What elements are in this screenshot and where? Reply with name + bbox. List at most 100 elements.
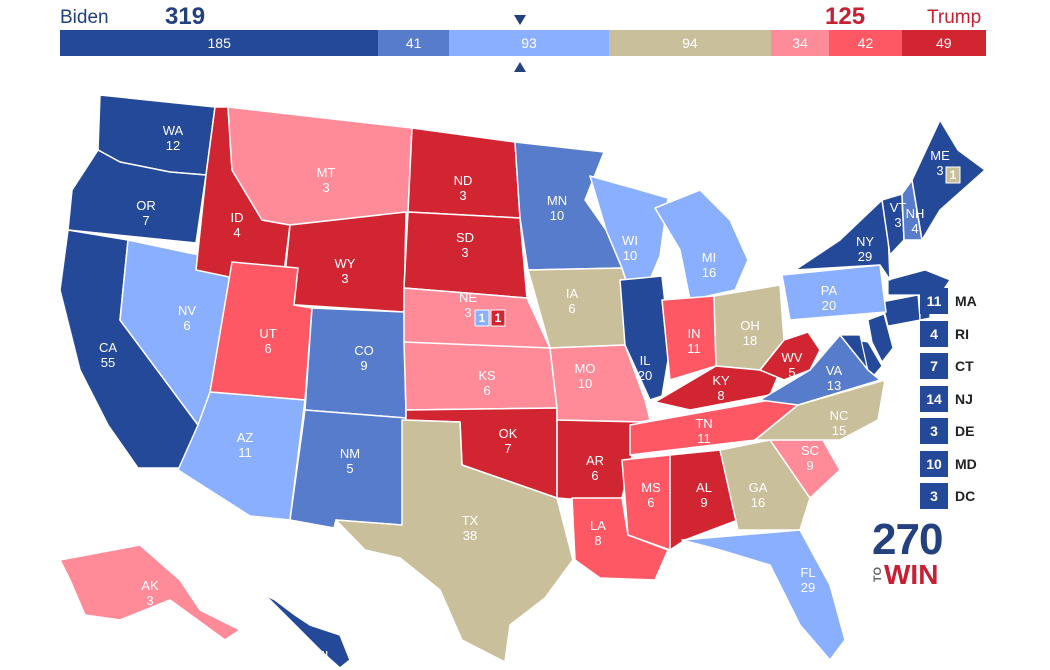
small-state-abbr: MD <box>955 455 977 472</box>
state-ev-ia: 6 <box>568 301 575 316</box>
state-il[interactable] <box>619 275 671 401</box>
state-ev-ut: 6 <box>264 341 271 356</box>
small-state-de[interactable]: 3 DE <box>920 418 977 444</box>
district-box-ne-2[interactable] <box>490 309 506 327</box>
district-box-me-1[interactable] <box>945 166 961 184</box>
state-label-nh: NH <box>906 206 925 221</box>
state-ev-al: 9 <box>700 495 707 510</box>
state-ev-ga: 16 <box>751 495 765 510</box>
trump-total: 125 <box>825 3 866 30</box>
state-label-ut: UT <box>259 326 276 341</box>
state-label-ky: KY <box>712 373 730 388</box>
state-ev-wa: 12 <box>166 138 180 153</box>
state-ev-ms: 6 <box>647 495 654 510</box>
state-label-tn: TN <box>695 416 712 431</box>
state-ga[interactable] <box>719 439 811 531</box>
270-marker-bottom-icon <box>514 62 526 72</box>
state-label-mn: MN <box>547 193 567 208</box>
small-state-ev: 7 <box>920 353 948 379</box>
state-label-nm: NM <box>340 446 360 461</box>
small-state-ct[interactable]: 7 CT <box>920 353 977 379</box>
state-label-fl: FL <box>800 565 815 580</box>
state-ev-wv: 5 <box>788 365 795 380</box>
biden-name: Biden <box>60 7 109 28</box>
state-label-ga: GA <box>749 480 768 495</box>
small-state-dc[interactable]: 3 DC <box>920 483 977 509</box>
state-or[interactable] <box>67 149 207 244</box>
state-label-ks: KS <box>478 368 496 383</box>
tally-segment-safe-d: 185 <box>60 30 379 56</box>
state-mi[interactable] <box>654 189 749 301</box>
state-ev-nd: 3 <box>459 188 466 203</box>
northeast-state-shape[interactable] <box>867 313 894 364</box>
state-ev-mt: 3 <box>322 180 329 195</box>
small-state-ev: 10 <box>920 450 948 477</box>
state-ev-co: 9 <box>360 358 367 373</box>
270-marker-top-icon <box>514 15 526 25</box>
state-ev-ny: 29 <box>858 249 872 264</box>
state-ak[interactable] <box>59 544 241 641</box>
state-ev-ky: 8 <box>717 388 724 403</box>
state-la[interactable] <box>571 497 669 581</box>
state-label-hi: HI <box>316 648 329 663</box>
state-ev-oh: 18 <box>743 333 757 348</box>
state-ev-la: 8 <box>594 533 601 548</box>
logo-win: WIN <box>884 559 939 590</box>
state-label-ar: AR <box>586 453 604 468</box>
state-label-wy: WY <box>335 256 356 271</box>
state-ev-va: 13 <box>827 378 841 393</box>
northeast-state-shape[interactable] <box>881 294 921 327</box>
state-ev-sd: 3 <box>461 245 468 260</box>
small-state-abbr: DE <box>955 423 975 439</box>
state-ev-il: 20 <box>638 368 652 383</box>
state-label-ne: NE <box>459 290 477 305</box>
small-state-md[interactable]: 10 MD <box>920 450 977 477</box>
small-state-abbr: CT <box>955 358 974 374</box>
small-state-ev: 14 <box>920 385 948 412</box>
state-label-wv: WV <box>782 350 803 365</box>
state-label-az: AZ <box>237 430 254 445</box>
trump-name: Trump <box>927 7 982 28</box>
state-label-or: OR <box>136 198 156 213</box>
small-state-ma[interactable]: 11 MA <box>920 288 977 314</box>
logo-number: 270 <box>872 515 943 564</box>
state-label-ak: AK <box>141 578 159 593</box>
state-label-oh: OH <box>740 318 760 333</box>
state-ev-ak: 3 <box>146 593 153 608</box>
state-label-nv: NV <box>178 303 196 318</box>
state-ev-ar: 6 <box>591 468 598 483</box>
state-label-tx: TX <box>462 513 479 528</box>
state-ev-mn: 10 <box>550 208 564 223</box>
state-label-wa: WA <box>163 123 184 138</box>
state-ms[interactable] <box>621 454 671 551</box>
state-fl[interactable] <box>681 529 846 661</box>
small-state-abbr: RI <box>955 325 969 342</box>
state-pa[interactable] <box>781 264 887 321</box>
state-ev-ks: 6 <box>483 383 490 398</box>
district-box-ne-1[interactable] <box>474 309 490 327</box>
state-ev-vt: 3 <box>894 215 901 230</box>
state-label-wi: WI <box>622 233 638 248</box>
state-label-mi: MI <box>702 250 716 265</box>
state-ev-wy: 3 <box>341 271 348 286</box>
state-mo[interactable] <box>549 344 651 423</box>
state-co[interactable] <box>304 307 407 419</box>
small-states-list: 11 MA 4 RI 7 CT 14 NJ 3 DE 10 MD 3 DC <box>920 288 977 516</box>
state-ev-ne: 3 <box>464 305 471 320</box>
state-label-in: IN <box>688 326 701 341</box>
state-label-pa: PA <box>821 283 838 298</box>
small-state-nj[interactable]: 14 NJ <box>920 385 977 412</box>
state-wv[interactable] <box>759 331 821 381</box>
small-state-ev: 11 <box>920 288 948 314</box>
state-al[interactable] <box>669 449 739 551</box>
state-ev-me: 3 <box>936 163 943 178</box>
state-hi[interactable] <box>264 594 351 669</box>
small-state-abbr: NJ <box>955 390 973 407</box>
small-state-ri[interactable]: 4 RI <box>920 320 977 347</box>
state-label-ms: MS <box>641 480 661 495</box>
state-tx[interactable] <box>335 419 574 663</box>
state-label-sd: SD <box>456 230 474 245</box>
state-ev-mo: 10 <box>578 376 592 391</box>
270towin-logo: 270 TO WIN <box>872 515 944 590</box>
state-label-mt: MT <box>317 165 336 180</box>
